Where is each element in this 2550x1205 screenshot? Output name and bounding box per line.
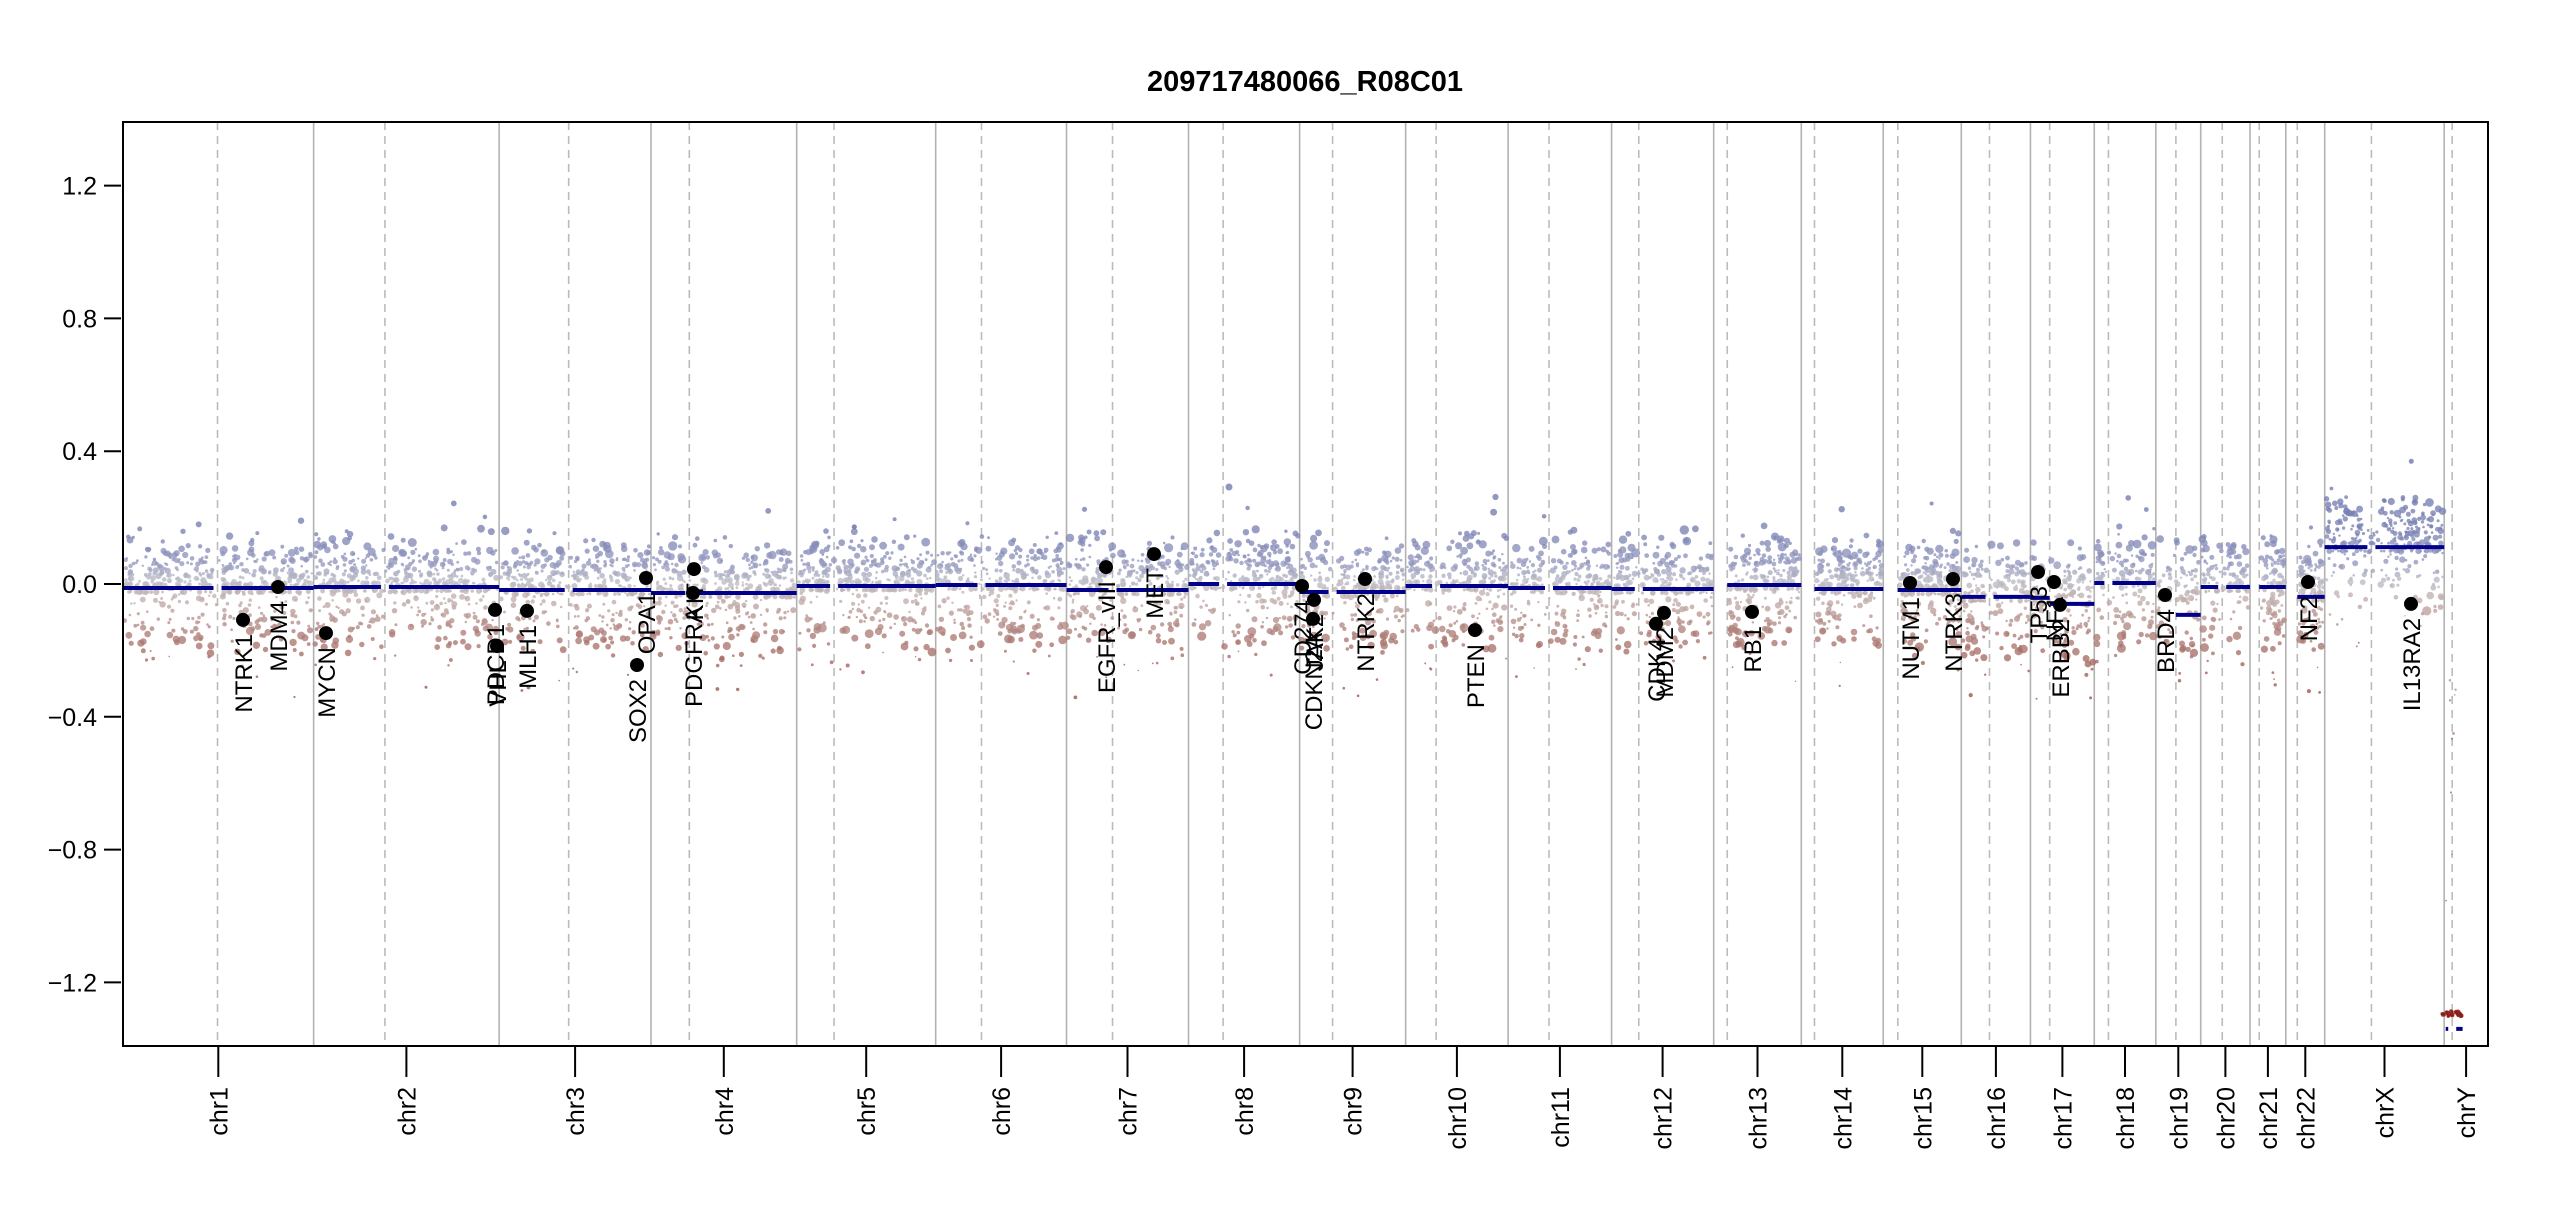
gene-marker-EGFR_vIII [1099,560,1113,574]
gene-label-IL13RA2: IL13RA2 [2399,618,2426,711]
x-tick-label-chrY: chrY [2453,1087,2481,1139]
y-tick-label: −0.4 [48,704,97,732]
x-tick-label-chr17: chr17 [2049,1087,2077,1150]
gene-marker-CD274 [1295,579,1309,593]
x-tick-label-chr9: chr9 [1340,1087,1368,1136]
x-tick-label-chr21: chr21 [2255,1087,2283,1150]
gene-marker-PDCD1 [488,603,502,617]
y-tick-label: 0.4 [62,438,97,466]
x-tick-label-chr15: chr15 [1909,1087,1937,1150]
gene-marker-VHL [490,639,504,653]
gene-marker-PTEN [1468,623,1482,637]
gene-marker-MET [1147,547,1161,561]
gene-label-NTRK1: NTRK1 [231,634,258,713]
gene-marker-NTRK1 [236,613,250,627]
logr-points-layer [122,459,2463,1018]
x-tick-label-chr13: chr13 [1745,1087,1773,1150]
gene-label-NTRK2: NTRK2 [1353,593,1380,672]
plot-title: 209717480066_R08C01 [1147,66,1463,98]
x-tick-label-chr2: chr2 [393,1087,421,1136]
y-axis: 1.2 0.8 0.4 0.0 −0.4 −0.8 −1.2 [48,173,121,998]
gene-label-OPA1: OPA1 [634,592,661,654]
gene-label-VHL: VHL [485,660,512,707]
gene-marker-MLH1 [520,604,534,618]
gene-marker-NF1 [2047,575,2061,589]
gene-marker-IL13RA2 [2404,597,2418,611]
x-tick-label-chr20: chr20 [2212,1087,2240,1150]
gene-label-EGFR_vIII: EGFR_vIII [1094,581,1121,693]
gene-label-MET: MET [1142,568,1169,619]
x-tick-label-chr10: chr10 [1444,1087,1472,1150]
x-tick-label-chrX: chrX [2372,1087,2400,1139]
gene-marker-NTRK3 [1946,572,1960,586]
x-tick-label-chr19: chr19 [2165,1087,2193,1150]
gene-marker-KIT [687,562,701,576]
y-tick-label: 0.0 [62,571,97,599]
gene-label-RB1: RB1 [1740,626,1767,673]
gene-marker-NUTM1 [1903,576,1917,590]
gene-label-NF2: NF2 [2296,596,2323,641]
x-tick-label-chr3: chr3 [562,1087,590,1136]
gene-label-PDGFRA: PDGFRA [681,607,708,707]
x-tick-label-chr4: chr4 [711,1087,739,1136]
gene-label-NTRK3: NTRK3 [1941,593,1968,672]
gene-label-PTEN: PTEN [1463,644,1490,708]
y-tick-label: 1.2 [62,173,97,201]
gene-marker-NTRK2 [1358,572,1372,586]
x-tick-label-chr18: chr18 [2112,1087,2140,1150]
x-tick-label-chr22: chr22 [2292,1087,2320,1150]
gene-label-MDM2: MDM2 [1652,627,1679,698]
gene-label-ERBB2: ERBB2 [2048,619,2075,698]
gene-label-MDM4: MDM4 [266,601,293,672]
x-tick-label-chr1: chr1 [205,1087,233,1136]
gene-marker-NF2 [2301,575,2315,589]
x-tick-label-chr6: chr6 [988,1087,1016,1136]
gene-marker-SOX2 [630,658,644,672]
y-tick-label: 0.8 [62,305,97,333]
gene-marker-ERBB2 [2053,598,2067,612]
y-tick-label: −0.8 [48,837,97,865]
gene-marker-CDKN2A [1306,612,1320,626]
x-tick-label-chr8: chr8 [1231,1087,1259,1136]
gene-marker-MDM2 [1657,606,1671,620]
gene-label-MLH1: MLH1 [515,625,542,689]
gene-label-NUTM1: NUTM1 [1898,597,1925,680]
gene-label-BRD4: BRD4 [2153,609,2180,673]
gene-label-KIT: KIT [682,583,709,621]
x-tick-label-chr5: chr5 [853,1087,881,1136]
x-tick-label-chr7: chr7 [1115,1087,1143,1136]
gene-label-CDKN2A: CDKN2A [1301,633,1328,730]
x-tick-label-chr12: chr12 [1650,1087,1678,1150]
gene-marker-MYCN [319,626,333,640]
gene-label-SOX2: SOX2 [625,679,652,743]
gene-marker-JAK2 [1307,593,1321,607]
gene-marker-OPA1 [639,571,653,585]
gene-label-MYCN: MYCN [314,647,341,718]
x-tick-label-chr14: chr14 [1829,1087,1857,1150]
y-tick-label: −1.2 [48,969,97,997]
x-tick-label-chr16: chr16 [1983,1087,2011,1150]
gene-marker-RB1 [1745,605,1759,619]
x-axis: chr1 chr2 chr3 chr4 chr5 chr6 chr7 chr8 chr9 chr1… [205,1047,2481,1150]
x-tick-label-chr11: chr11 [1547,1087,1575,1148]
gene-marker-TP53 [2031,565,2045,579]
gene-marker-BRD4 [2158,588,2172,602]
gene-marker-MDM4 [271,580,285,594]
